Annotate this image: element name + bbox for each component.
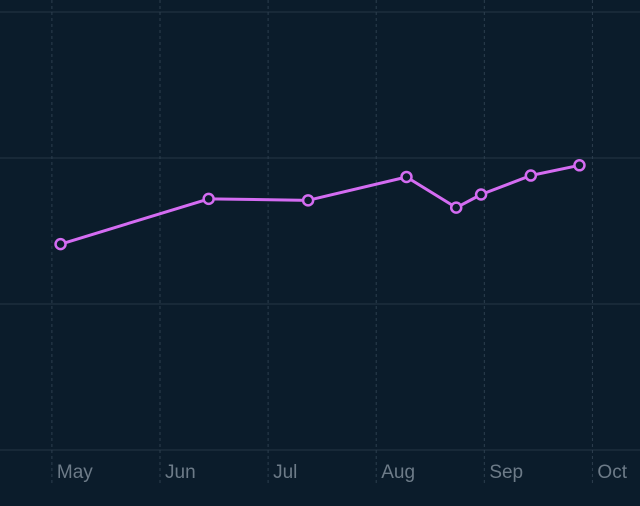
x-tick-label: May: [57, 462, 93, 483]
point: [54, 237, 67, 251]
point: [474, 188, 488, 201]
point: [202, 192, 215, 206]
x-tick-label: Jun: [165, 462, 196, 483]
point: [301, 194, 315, 207]
point: [400, 170, 413, 184]
point: [449, 201, 463, 214]
x-tick-label: Aug: [381, 462, 415, 483]
x-tick-label: Oct: [597, 462, 627, 483]
point: [573, 159, 586, 172]
line: [60, 163, 580, 246]
x-tick-label: Sep: [489, 462, 523, 483]
point: [524, 169, 538, 182]
x-tick-label: Jul: [273, 462, 297, 483]
